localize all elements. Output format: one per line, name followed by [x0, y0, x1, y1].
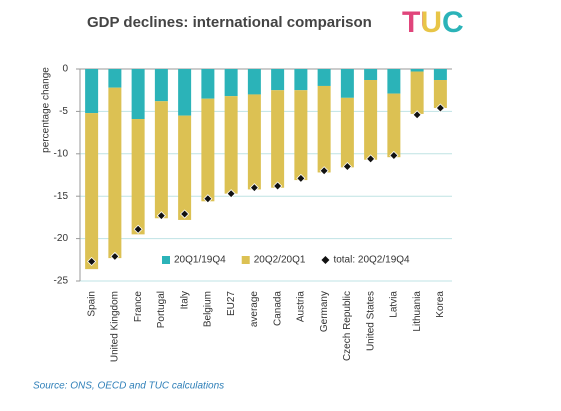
x-tick-label: Lithuania: [412, 291, 423, 332]
total-marker: [366, 154, 376, 164]
bar-segment: [178, 115, 192, 220]
bar-segment: [294, 90, 308, 181]
total-marker: [180, 209, 190, 219]
x-tick-label: Germany: [319, 291, 330, 332]
legend-label: total: 20Q2/19Q4: [333, 255, 410, 266]
bar-segment: [317, 69, 331, 86]
x-tick-label: France: [133, 291, 144, 323]
bar-segment: [271, 69, 285, 91]
total-marker: [203, 194, 213, 204]
bar-segment: [108, 69, 122, 88]
y-tick-label: 0: [62, 64, 68, 75]
total-marker: [156, 211, 166, 221]
bar-segment: [433, 80, 447, 109]
legend-swatch: [241, 256, 250, 264]
chart-title: GDP declines: international comparison: [87, 14, 372, 31]
x-tick-label: Canada: [272, 291, 283, 326]
bar-segment: [364, 80, 378, 160]
total-marker: [87, 256, 97, 267]
x-tick-label: Czech Republic: [342, 291, 353, 361]
bar-segment: [85, 69, 99, 114]
bar-segment: [108, 87, 122, 259]
total-marker: [435, 103, 445, 113]
y-tick-label: -5: [59, 106, 68, 117]
bar-segment: [178, 69, 192, 116]
legend-marker: [321, 256, 330, 264]
y-axis-label: percentage change: [41, 67, 52, 153]
bar-segment: [271, 90, 285, 188]
total-marker: [110, 251, 120, 261]
bar-segment: [154, 69, 168, 102]
x-tick-label: average: [249, 291, 260, 328]
x-tick-label: United Kingdom: [110, 291, 121, 362]
total-marker: [133, 224, 143, 234]
total-marker: [296, 173, 306, 183]
bar-segment: [294, 69, 308, 91]
bar-segment: [410, 71, 424, 114]
legend-label: 20Q2/20Q1: [254, 255, 306, 266]
x-tick-label: Latvia: [389, 291, 400, 318]
bar-segment: [340, 97, 354, 168]
x-tick-label: Belgium: [203, 291, 214, 327]
x-tick-label: Italy: [179, 291, 190, 309]
x-tick-label: Spain: [86, 291, 97, 317]
legend-box: [156, 251, 446, 269]
y-tick-label: -25: [54, 276, 69, 287]
bar-segment: [247, 94, 261, 190]
x-tick-label: United States: [365, 291, 376, 351]
x-tick-label: Korea: [435, 291, 446, 318]
y-tick-label: -20: [54, 233, 69, 244]
bar-segment: [85, 113, 99, 270]
bar-segment: [410, 69, 424, 72]
x-tick-label: Portugal: [156, 291, 167, 328]
x-tick-label: Austria: [296, 291, 307, 323]
bar-segment: [317, 85, 331, 173]
bar-segment: [131, 69, 145, 120]
total-marker: [273, 181, 283, 191]
total-marker: [249, 183, 259, 193]
logo: TUC: [402, 6, 464, 39]
bar-segment: [201, 98, 215, 202]
bar-segment: [247, 69, 261, 95]
x-tick-label: EU27: [226, 291, 237, 316]
source: Source: ONS, OECD and TUC calculations: [33, 381, 224, 392]
bar-segment: [224, 96, 238, 194]
bar-segment: [364, 69, 378, 81]
bar-segment: [387, 93, 401, 158]
total-marker: [226, 189, 236, 199]
legend-swatch: [162, 256, 170, 264]
bar-segment: [201, 69, 215, 99]
total-marker: [389, 150, 399, 161]
bar-segment: [131, 119, 145, 235]
bar-segment: [387, 69, 401, 94]
bar-segment: [340, 69, 354, 98]
bar-segment: [154, 101, 168, 219]
y-tick-label: -15: [54, 191, 69, 202]
total-marker: [342, 161, 352, 172]
total-marker: [412, 110, 422, 120]
legend-label: 20Q1/19Q4: [174, 255, 226, 266]
bar-segment: [433, 69, 447, 81]
total-marker: [319, 166, 329, 176]
bar-segment: [224, 69, 238, 97]
y-tick-label: -10: [54, 148, 69, 159]
